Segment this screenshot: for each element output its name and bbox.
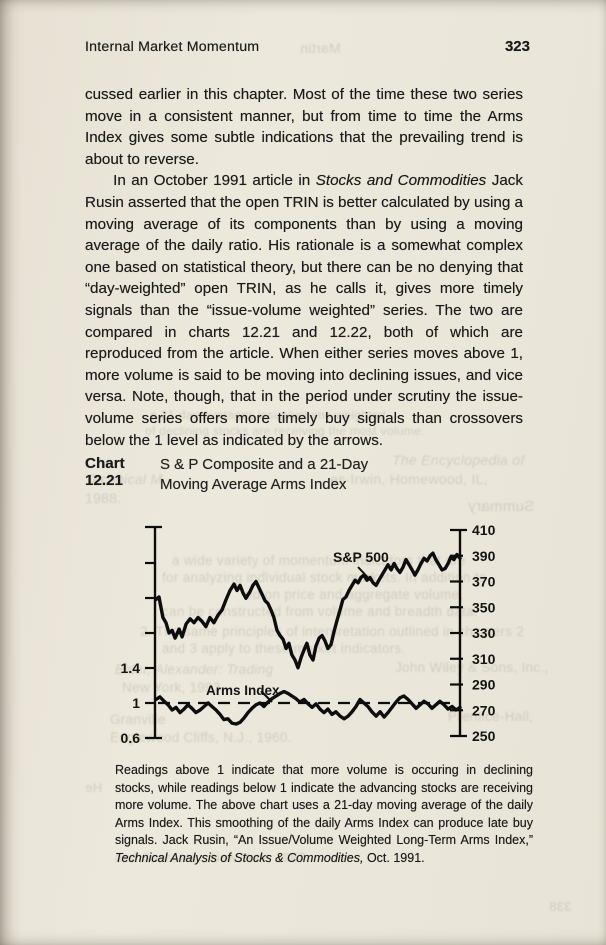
text-segment: Technical Analysis of Stocks & Commoditi…	[115, 850, 364, 865]
body-text: cussed earlier in this chapter. Most of …	[85, 84, 523, 451]
bleedthrough-text: of declining stocks are receiving the mo…	[145, 424, 425, 438]
bleedthrough-text: Granville	[110, 712, 166, 727]
page-number: 323	[504, 38, 530, 55]
text-segment: Oct. 1991.	[363, 850, 425, 865]
chart-number: Chart 12.21	[85, 455, 125, 489]
chart-footnote: Readings above 1 indicate that more volu…	[115, 762, 533, 868]
text-segment: In an October 1991 article in	[113, 172, 316, 190]
bleedthrough-text: Prentice-Hall,	[448, 709, 534, 724]
chart-caption: Chart 12.21 S & P Composite and a 21-Day…	[85, 455, 368, 495]
chart-title: S & P Composite and a 21-Day Moving Aver…	[160, 455, 368, 495]
text-segment: Jack Rusin asserted that the open TRIN i…	[85, 172, 523, 449]
body-paragraph-1: cussed earlier in this chapter. Most of …	[85, 84, 523, 170]
chart-title-line2: Moving Average Arms Index	[160, 476, 347, 493]
bleedthrough-text: and Sons, Inc., New York, 1987.	[115, 850, 310, 865]
body-paragraph-2: In an October 1991 article in Stocks and…	[85, 170, 523, 451]
text-segment: Readings above 1 indicate that more volu…	[115, 763, 533, 848]
page-header: Internal Market Momentum 323	[85, 38, 530, 55]
running-head: Internal Market Momentum	[85, 39, 260, 55]
bleedthrough-text: The Encyclopedia of	[392, 452, 525, 468]
chart-title-line1: S & P Composite and a 21-Day	[160, 456, 369, 473]
bleedthrough-text: a 21-day averages issue/volume weighted	[150, 408, 386, 422]
bleedthrough-text: Technical M	[85, 471, 163, 487]
bleedthrough-text: 1988.	[85, 490, 122, 506]
bleedthrough-text: es-Irwin, Homewood, IL,	[330, 471, 488, 487]
text-segment: cussed earlier in this chapter. Most of …	[85, 86, 523, 168]
text-segment: Stocks and Commodities	[315, 172, 487, 190]
